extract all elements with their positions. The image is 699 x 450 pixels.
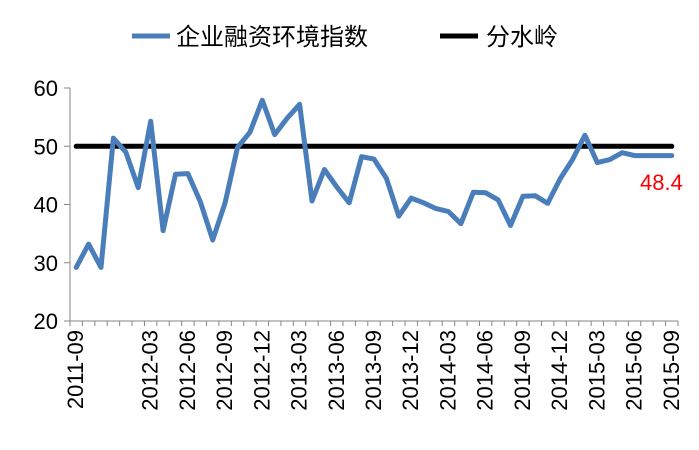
x-axis-ticks: 2011-09 2012-03 2012-06 2012-09 2012-12 2013-… xyxy=(63,321,684,411)
x-tick-label: 2013-09 xyxy=(361,330,386,411)
x-tick-label: 2014-12 xyxy=(547,330,572,411)
x-tick-label: 2012-06 xyxy=(175,330,200,411)
x-tick-label: 2014-06 xyxy=(473,330,498,411)
y-tick-label: 40 xyxy=(34,193,58,218)
last-value-annotation: 48.4 xyxy=(640,170,683,195)
legend-label-watershed: 分水岭 xyxy=(486,23,558,51)
x-tick-label: 2012-12 xyxy=(249,330,274,411)
y-tick-label: 50 xyxy=(34,134,58,159)
x-tick-label: 2015-06 xyxy=(622,330,647,411)
series-line-financing-index xyxy=(73,97,675,270)
y-tick-label: 20 xyxy=(34,309,58,334)
x-tick-label: 2013-06 xyxy=(324,330,349,411)
x-tick-label: 2014-09 xyxy=(510,330,535,411)
x-tick-label: 2014-03 xyxy=(435,330,460,411)
legend-label-financing-index: 企业融资环境指数 xyxy=(176,23,368,51)
y-tick-label: 30 xyxy=(34,251,58,276)
x-tick-label: 2012-03 xyxy=(138,330,163,411)
x-tick-label: 2015-03 xyxy=(584,330,609,411)
y-axis-ticks: 20 30 40 50 60 xyxy=(34,76,70,334)
x-tick-label: 2011-09 xyxy=(63,330,88,409)
x-tick-label: 2013-12 xyxy=(398,330,423,411)
legend: 企业融资环境指数 分水岭 xyxy=(132,23,558,51)
x-tick-label: 2012-09 xyxy=(212,330,237,411)
x-tick-label: 2015-09 xyxy=(659,330,684,411)
y-tick-label: 60 xyxy=(34,76,58,101)
series-layer xyxy=(73,97,675,270)
x-tick-label: 2013-03 xyxy=(287,330,312,411)
